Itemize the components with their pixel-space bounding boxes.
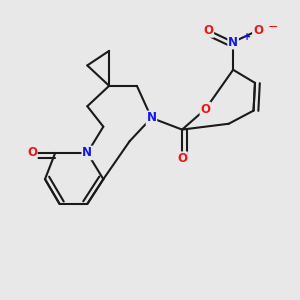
Text: N: N xyxy=(228,36,238,49)
Text: O: O xyxy=(27,146,37,159)
Text: O: O xyxy=(203,24,213,37)
Text: O: O xyxy=(200,103,210,116)
Text: O: O xyxy=(177,152,187,165)
Text: −: − xyxy=(268,21,278,34)
Text: N: N xyxy=(82,146,92,159)
Text: O: O xyxy=(253,24,263,37)
Text: N: N xyxy=(146,111,157,124)
Text: +: + xyxy=(243,32,251,42)
